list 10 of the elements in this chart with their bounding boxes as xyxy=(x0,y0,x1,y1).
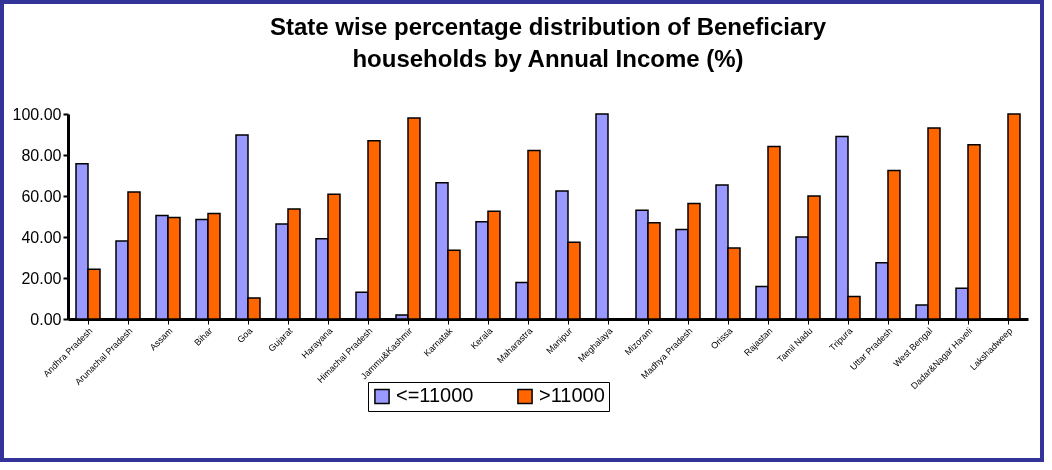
chart-title: State wise percentage distribution of Beneficiary households by Annual Income (%) xyxy=(269,13,827,72)
legend-label: <=11000 xyxy=(396,384,474,407)
y-tick-label: 100.00 xyxy=(12,105,62,123)
legend-label: >11000 xyxy=(539,384,605,407)
y-tick-label: 20.00 xyxy=(21,269,62,287)
y-tick-label: 80.00 xyxy=(21,146,62,164)
y-tick-label: 60.00 xyxy=(21,187,62,205)
y-tick-label: 40.00 xyxy=(21,228,62,246)
y-tick-label: 0.00 xyxy=(30,310,62,328)
x-tick-label: Goa xyxy=(235,325,255,345)
